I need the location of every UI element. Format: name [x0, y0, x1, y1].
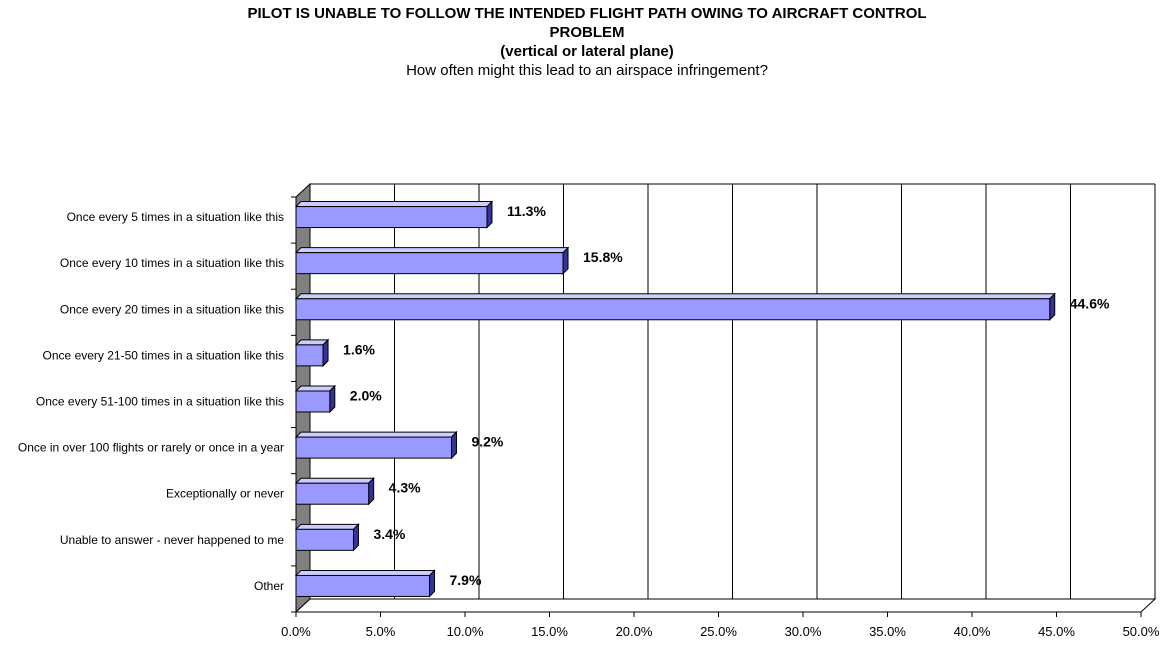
bar — [295, 528, 354, 551]
chart-title-line-3: (vertical or lateral plane) — [500, 43, 674, 60]
category-label: Other — [254, 579, 284, 593]
bar — [295, 390, 331, 413]
category-label: Once every 20 times in a situation like … — [60, 302, 284, 316]
bar — [295, 574, 431, 597]
bar-side — [562, 246, 569, 275]
bar-top — [294, 247, 570, 254]
data-label: 3.4% — [373, 526, 405, 542]
category-label: Exceptionally or never — [166, 487, 284, 501]
data-label: 4.3% — [389, 480, 421, 496]
bar — [295, 482, 370, 505]
x-tick-label: 20.0% — [616, 624, 653, 639]
bar-top — [294, 477, 375, 484]
bar — [295, 206, 488, 229]
bar-top — [294, 201, 494, 208]
x-tick-label: 10.0% — [447, 624, 484, 639]
bar-side — [486, 200, 493, 229]
x-tick-label: 15.0% — [531, 624, 568, 639]
bar-top — [294, 293, 1056, 300]
data-label: 9.2% — [471, 434, 503, 450]
chart-title-line-2: PROBLEM — [549, 24, 625, 41]
category-label: Once every 51-100 times in a situation l… — [36, 395, 284, 409]
bar-top — [294, 431, 458, 438]
category-label: Once every 21-50 times in a situation li… — [43, 348, 284, 362]
x-tick-label: 40.0% — [954, 624, 991, 639]
bar — [295, 252, 564, 275]
chart-title-line-1: PILOT IS UNABLE TO FOLLOW THE INTENDED F… — [247, 5, 927, 22]
chart-floor — [294, 598, 1157, 613]
bar-side — [352, 523, 359, 552]
data-label: 1.6% — [343, 341, 375, 357]
x-tick-label: 30.0% — [785, 624, 822, 639]
x-tick-label: 0.0% — [281, 624, 311, 639]
bar — [295, 436, 452, 459]
data-label: 7.9% — [450, 572, 482, 588]
bar — [295, 298, 1051, 321]
bar-top — [294, 523, 360, 530]
bar-side — [1049, 292, 1056, 321]
x-tick-label: 45.0% — [1038, 624, 1075, 639]
x-tick-label: 5.0% — [366, 624, 396, 639]
category-label: Once every 10 times in a situation like … — [60, 256, 284, 270]
bar-side — [322, 338, 329, 368]
data-label: 2.0% — [350, 388, 382, 404]
bar-top — [294, 569, 436, 576]
x-tick-label: 50.0% — [1123, 624, 1160, 639]
bar-side — [450, 430, 457, 460]
bar-side — [329, 384, 336, 414]
chart-subtitle: How often might this lead to an airspace… — [406, 62, 768, 79]
data-label: 11.3% — [507, 203, 546, 219]
bar-side — [368, 477, 375, 506]
x-tick-label: 35.0% — [869, 624, 906, 639]
category-label: Once in over 100 flights or rarely or on… — [18, 441, 284, 455]
bar — [295, 344, 324, 367]
x-tick-label: 25.0% — [700, 624, 737, 639]
data-label: 15.8% — [583, 249, 623, 265]
data-label: 44.6% — [1070, 295, 1110, 311]
bar-top — [294, 385, 337, 392]
category-label: Once every 5 times in a situation like t… — [67, 210, 284, 224]
chart-title-block: PILOT IS UNABLE TO FOLLOW THE INTENDED F… — [0, 4, 1174, 81]
category-label: Unable to answer - never happened to me — [60, 533, 284, 547]
bar-side — [429, 569, 436, 598]
